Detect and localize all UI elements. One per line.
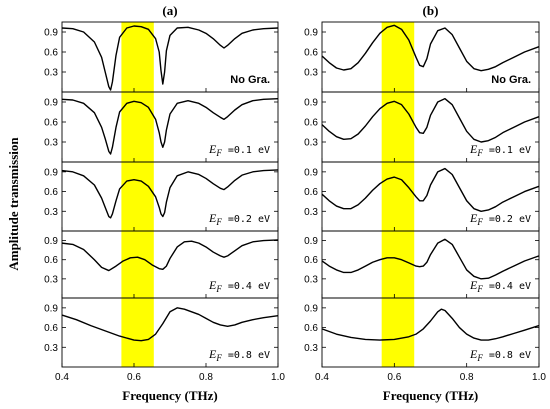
subplot-1: 0.9 0.6 0.3 EF =0.1 eV [304, 91, 540, 163]
y-axis-title: Amplitude transmission [6, 137, 21, 271]
highlight-band [381, 22, 415, 367]
y-tick-label: 0.3 [304, 207, 318, 218]
subplot-label: EF =0.8 eV [208, 347, 270, 363]
subplot-4: 0.9 0.6 0.3 EF =0.8 eV [304, 297, 540, 368]
y-tick-label: 0.9 [304, 167, 318, 178]
y-tick-label: 0.9 [44, 236, 58, 247]
subplot-0: 0.9 0.6 0.3 No Gra. [304, 21, 540, 93]
y-tick-label: 0.9 [304, 236, 318, 247]
subplot-0: 0.9 0.6 0.3 No Gra. [44, 21, 279, 93]
transmission-curve [61, 307, 279, 342]
subplot-4: 0.9 0.6 0.3 EF =0.8 eV [44, 297, 279, 368]
subplot-frame [321, 297, 540, 368]
transmission-curve [321, 97, 540, 143]
transmission-curve [321, 308, 540, 341]
y-tick-label: 0.6 [304, 255, 318, 266]
x-tick-label: 0.4 [315, 372, 329, 383]
subplot-label: EF =0.4 eV [208, 278, 270, 294]
subplot-1: 0.9 0.6 0.3 EF =0.1 eV [44, 91, 279, 163]
y-tick-label: 0.6 [44, 48, 58, 59]
transmission-curve [61, 97, 279, 155]
subplot-label: EF =0.4 eV [469, 278, 531, 294]
subplot-frame [61, 297, 279, 368]
y-tick-label: 0.3 [44, 274, 58, 285]
transmission-curve [321, 24, 540, 72]
y-tick-label: 0.3 [44, 207, 58, 218]
transmission-curve [61, 169, 279, 219]
y-tick-label: 0.6 [44, 255, 58, 266]
y-tick-label: 0.3 [304, 274, 318, 285]
y-tick-label: 0.9 [304, 28, 318, 39]
x-tick-label: 0.6 [127, 372, 141, 383]
x-tick-label: 0.8 [199, 372, 213, 383]
y-tick-label: 0.9 [44, 167, 58, 178]
subplot-label: EF =0.1 eV [208, 142, 270, 158]
x-tick-label: 0.6 [387, 372, 401, 383]
subplot-2: 0.9 0.6 0.3 EF =0.2 eV [44, 161, 279, 232]
subplot-3: 0.9 0.6 0.3 EF =0.4 eV [304, 230, 540, 299]
x-tick-label: 1.0 [532, 372, 546, 383]
y-tick-label: 0.6 [44, 323, 58, 334]
x-axis-title: Frequency (THz) [383, 388, 478, 403]
y-tick-label: 0.6 [304, 187, 318, 198]
panel-letter: (a) [162, 3, 177, 18]
y-tick-label: 0.9 [304, 303, 318, 314]
x-axis-title: Frequency (THz) [122, 388, 217, 403]
y-tick-label: 0.9 [44, 28, 58, 39]
subplot-3: 0.9 0.6 0.3 EF =0.4 eV [44, 230, 279, 299]
transmission-curve [61, 239, 279, 272]
x-tick-label: 0.4 [55, 372, 69, 383]
panel-letter: (b) [423, 3, 439, 18]
y-tick-label: 0.3 [44, 343, 58, 354]
subplot-label: EF =0.2 eV [208, 211, 270, 227]
y-tick-label: 0.9 [44, 303, 58, 314]
transmission-curve [321, 238, 540, 280]
highlight-band [121, 22, 154, 367]
subplot-label: No Gra. [491, 74, 531, 86]
panels: (a)0.90.60.3No Gra.0.90.60.3 EF =0.1 eV0.… [44, 3, 546, 403]
y-tick-label: 0.6 [304, 118, 318, 129]
transmission-curve [321, 167, 540, 212]
y-tick-label: 0.3 [44, 138, 58, 149]
y-tick-label: 0.6 [304, 323, 318, 334]
y-tick-label: 0.3 [44, 68, 58, 79]
subplot-2: 0.9 0.6 0.3 EF =0.2 eV [304, 161, 540, 232]
subplot-label: EF =0.1 eV [469, 142, 531, 158]
y-tick-label: 0.6 [44, 187, 58, 198]
y-tick-label: 0.6 [304, 48, 318, 59]
y-tick-label: 0.3 [304, 138, 318, 149]
panel-0: (a)0.90.60.3No Gra.0.90.60.3 EF =0.1 eV0.… [44, 3, 285, 403]
subplot-label: No Gra. [230, 74, 270, 86]
panel-1: (b)0.90.60.3No Gra.0.90.60.3 EF =0.1 eV0.… [304, 3, 546, 403]
subplot-label: EF =0.8 eV [469, 347, 531, 363]
y-tick-label: 0.6 [44, 118, 58, 129]
y-tick-label: 0.3 [304, 68, 318, 79]
y-tick-label: 0.9 [44, 98, 58, 109]
x-tick-label: 1.0 [271, 372, 285, 383]
subplot-label: EF =0.2 eV [469, 211, 531, 227]
y-tick-label: 0.3 [304, 343, 318, 354]
x-tick-label: 0.8 [460, 372, 474, 383]
y-tick-label: 0.9 [304, 98, 318, 109]
transmission-curve [61, 25, 279, 91]
